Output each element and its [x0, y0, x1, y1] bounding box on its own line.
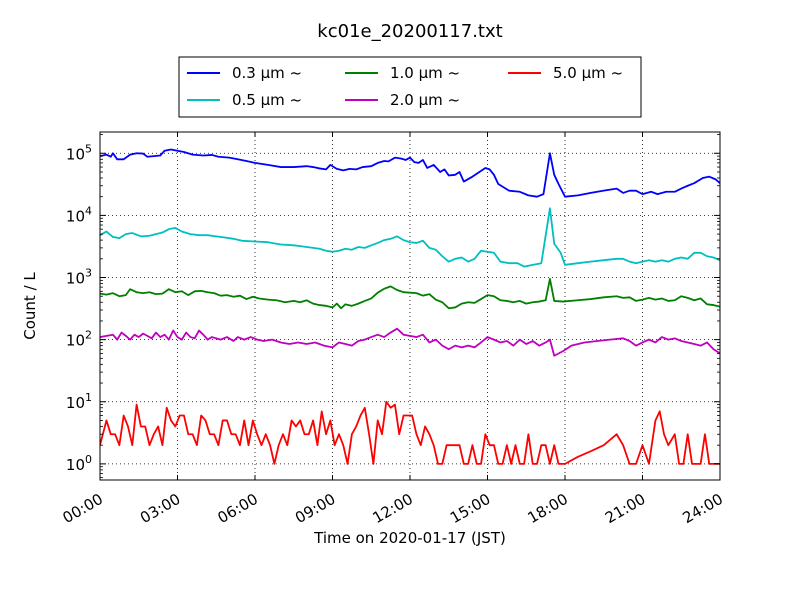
- series-line-2: [100, 278, 720, 310]
- x-tick-label: 12:00: [370, 490, 416, 527]
- x-tick-label: 18:00: [525, 490, 571, 527]
- x-tick-label: 03:00: [137, 490, 183, 527]
- y-axis-label: Count / L: [21, 272, 39, 340]
- legend-frame: [178, 56, 642, 118]
- y-tick-label: 100: [66, 453, 92, 474]
- grid-layer: [100, 132, 720, 480]
- y-tick-label: 102: [66, 329, 92, 350]
- legend-label: 0.5 μm ~: [232, 91, 302, 109]
- x-tick-label: 24:00: [680, 490, 726, 527]
- x-tick-label: 06:00: [215, 490, 261, 527]
- series-line-0: [100, 148, 720, 198]
- x-axis-label: Time on 2020-01-17 (JST): [313, 529, 506, 547]
- series-layer: [100, 148, 720, 465]
- y-tick-label: 104: [66, 204, 92, 225]
- chart-title: kc01e_20200117.txt: [317, 21, 502, 42]
- x-tick-label: 00:00: [60, 490, 106, 527]
- legend-label: 2.0 μm ~: [390, 91, 460, 109]
- legend: 0.3 μm ~ 0.5 μm ~ 1.0 μm ~ 2.0 μm ~ 5.0 μm ~: [178, 56, 642, 118]
- legend-label: 0.3 μm ~: [232, 64, 302, 82]
- x-tick-label: 21:00: [602, 490, 648, 527]
- y-tick-label: 105: [66, 142, 92, 163]
- series-line-3: [100, 327, 720, 357]
- legend-label: 5.0 μm ~: [553, 64, 623, 82]
- y-tick-label: 103: [66, 267, 92, 288]
- x-tick-label: 15:00: [447, 490, 493, 527]
- series-line-1: [100, 207, 720, 268]
- y-tick-label: 101: [66, 391, 92, 412]
- x-tick-label: 09:00: [292, 490, 338, 527]
- series-line-4: [100, 400, 720, 465]
- legend-label: 1.0 μm ~: [390, 64, 460, 82]
